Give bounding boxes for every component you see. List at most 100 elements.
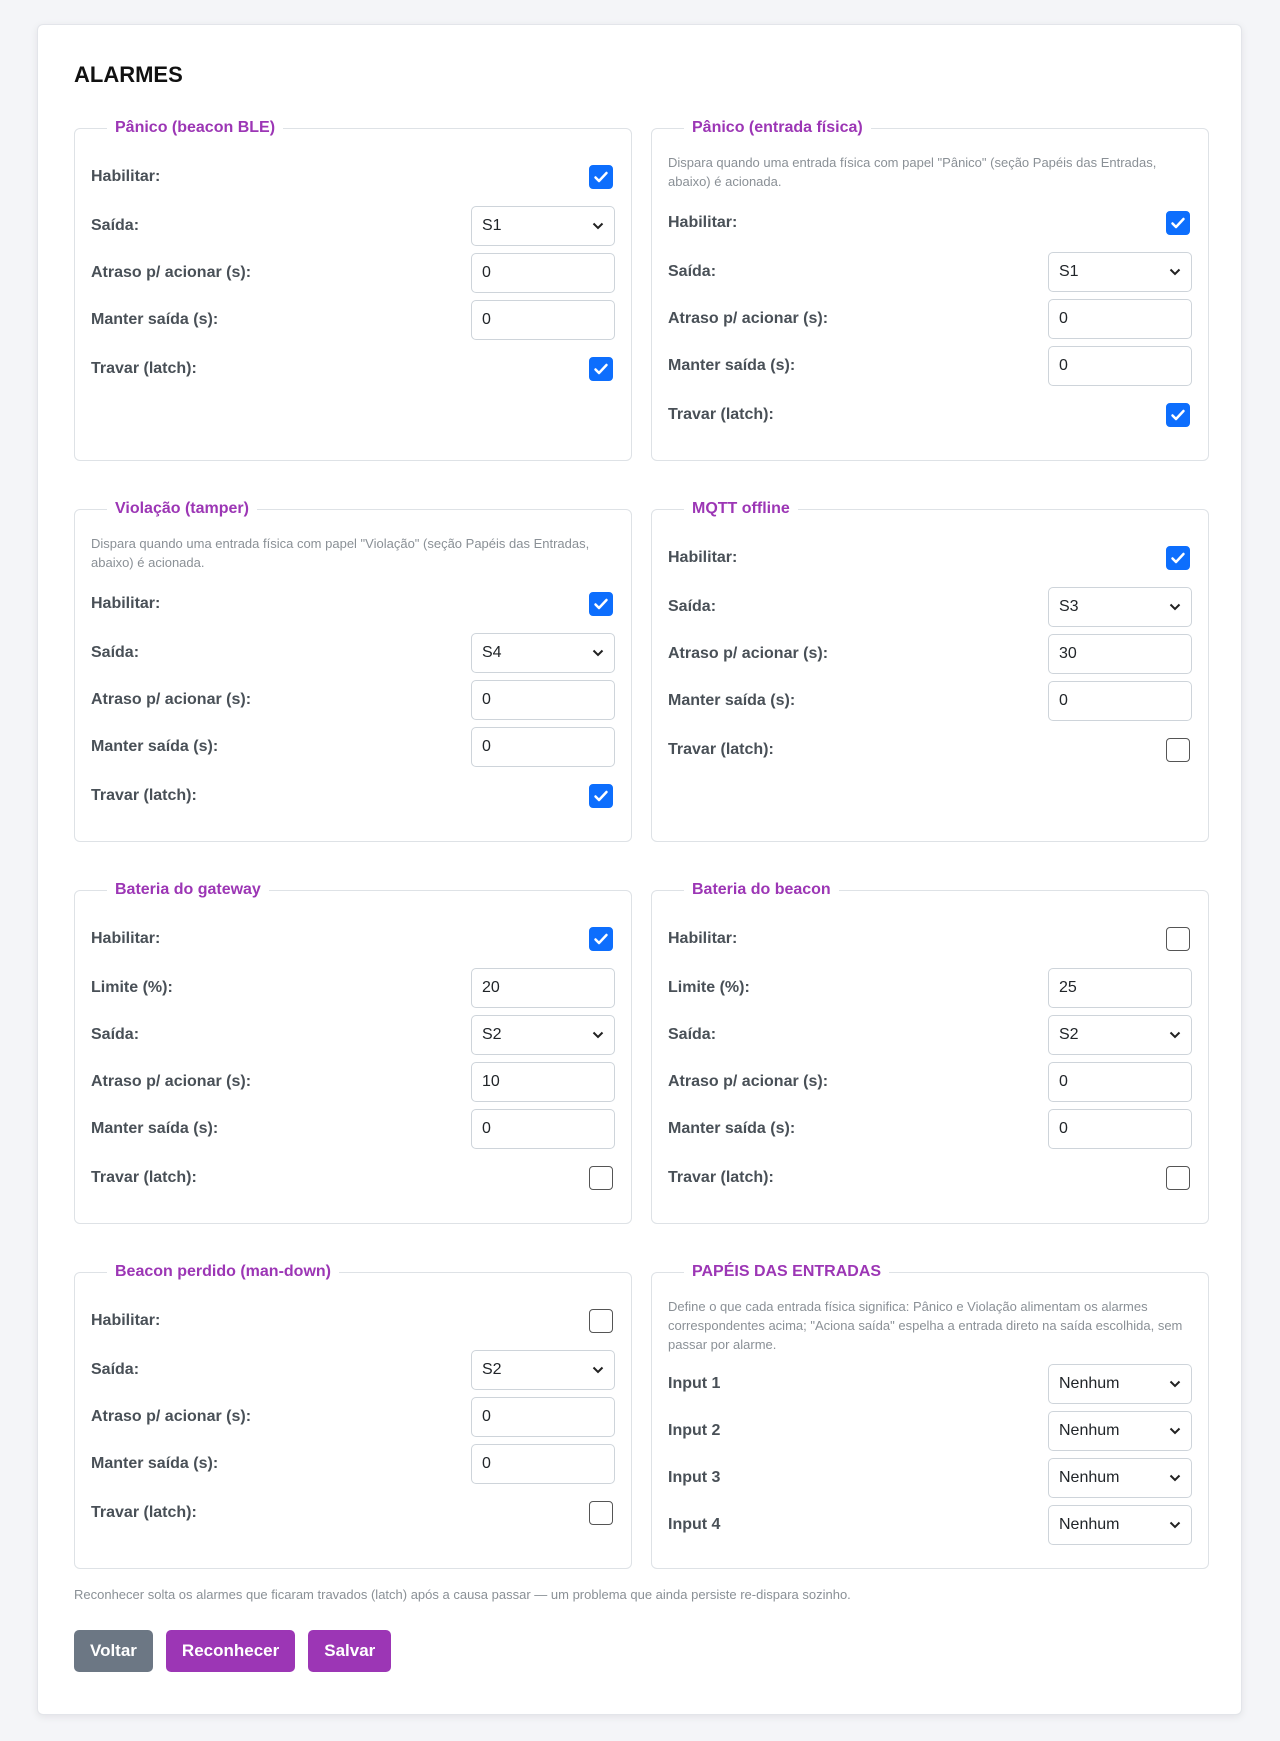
select-value: Nenhum (1059, 1468, 1120, 1486)
field-label: Limite (%): (91, 978, 173, 996)
field-label: Travar (latch): (91, 786, 197, 804)
input-value: 0 (1059, 1119, 1068, 1137)
text-input[interactable]: 0 (471, 726, 615, 767)
checkbox[interactable] (1166, 210, 1190, 235)
checkbox[interactable] (589, 1165, 613, 1190)
section: PAPÉIS DAS ENTRADAS Define o que cada ent… (651, 1263, 1209, 1569)
text-input[interactable]: 0 (471, 299, 615, 340)
text-input[interactable]: 0 (1048, 1108, 1192, 1149)
field-row: Saída: S1 (668, 248, 1192, 295)
text-input[interactable]: 10 (471, 1061, 615, 1102)
section: MQTT offline Habilitar: Saída: S3 Atraso p/ … (651, 500, 1209, 842)
field-label: Atraso p/ acionar (s): (91, 690, 252, 708)
text-input[interactable]: 0 (1048, 298, 1192, 339)
button[interactable]: Salvar (308, 1630, 392, 1672)
section: Beacon perdido (man-down) Habilitar: Saída… (74, 1263, 632, 1569)
select[interactable]: S2 (1048, 1014, 1192, 1055)
field-label: Habilitar: (91, 929, 161, 947)
select[interactable]: S1 (1048, 251, 1192, 292)
input-value: 10 (482, 1072, 500, 1090)
select-value: Nenhum (1059, 1374, 1120, 1392)
select[interactable]: S2 (471, 1349, 615, 1390)
text-input[interactable]: 25 (1048, 967, 1192, 1008)
text-input[interactable]: 30 (1048, 633, 1192, 674)
field-row: Saída: S1 (91, 202, 615, 249)
checkbox[interactable] (1166, 737, 1190, 762)
section-title: PAPÉIS DAS ENTRADAS (692, 1263, 882, 1280)
checkbox[interactable] (589, 926, 613, 951)
section: Pânico (entrada física) Dispara quando um… (651, 119, 1209, 461)
checkbox[interactable] (1166, 1165, 1190, 1190)
field-row: Manter saída (s): 0 (668, 677, 1192, 724)
select-value: S1 (482, 216, 502, 234)
checkbox[interactable] (589, 783, 613, 808)
text-input[interactable]: 0 (471, 1108, 615, 1149)
text-input[interactable]: 0 (1048, 1061, 1192, 1102)
page-title: ALARMES (74, 62, 183, 87)
section-title: Pânico (entrada física) (692, 119, 863, 136)
field-row: Travar (latch): (668, 1152, 1192, 1203)
checkbox[interactable] (1166, 402, 1190, 427)
section-title: MQTT offline (692, 500, 790, 517)
field-label: Input 1 (668, 1374, 721, 1392)
select-value: S2 (482, 1025, 502, 1043)
field-row: Travar (latch): (91, 770, 615, 821)
section: Bateria do beacon Habilitar: Limite (%): 25… (651, 881, 1209, 1224)
select-value: S2 (482, 1360, 502, 1378)
checkbox[interactable] (589, 1308, 613, 1333)
text-input[interactable]: 0 (471, 252, 615, 293)
field-label: Travar (latch): (668, 405, 774, 423)
select[interactable]: Nenhum (1048, 1410, 1192, 1451)
select[interactable]: S3 (1048, 586, 1192, 627)
field-label: Travar (latch): (91, 1168, 197, 1186)
button[interactable]: Voltar (74, 1630, 153, 1672)
select-value: S3 (1059, 597, 1079, 615)
field-label: Saída: (91, 1360, 140, 1378)
section-title: Bateria do beacon (692, 881, 831, 898)
field-row: Travar (latch): (668, 724, 1192, 775)
checkbox[interactable] (589, 591, 613, 616)
field-row: Manter saída (s): 0 (668, 1105, 1192, 1152)
field-row: Travar (latch): (91, 1152, 615, 1203)
field-row: Atraso p/ acionar (s): 0 (91, 676, 615, 723)
field-label: Travar (latch): (91, 359, 197, 377)
field-label: Input 4 (668, 1515, 721, 1533)
sections: Pânico (beacon BLE) Habilitar: Saída: S1 Atr… (74, 119, 1209, 1569)
field-label: Habilitar: (91, 1311, 161, 1329)
select-value: Nenhum (1059, 1515, 1120, 1533)
checkbox[interactable] (589, 164, 613, 189)
buttons: Voltar Reconhecer Salvar (74, 1630, 1205, 1672)
select[interactable]: S1 (471, 205, 615, 246)
field-row: Atraso p/ acionar (s): 10 (91, 1058, 615, 1105)
select[interactable]: S2 (471, 1014, 615, 1055)
field-label: Habilitar: (91, 594, 161, 612)
button[interactable]: Reconhecer (165, 1630, 296, 1672)
select[interactable]: S4 (471, 632, 615, 673)
field-label: Habilitar: (668, 929, 738, 947)
text-input[interactable]: 0 (1048, 680, 1192, 721)
text-input[interactable]: 20 (471, 967, 615, 1008)
input-value: 20 (482, 978, 500, 996)
input-value: 0 (482, 737, 491, 755)
text-input[interactable]: 0 (471, 679, 615, 720)
field-row: Input 4 Nenhum (668, 1501, 1192, 1548)
select[interactable]: Nenhum (1048, 1504, 1192, 1545)
select[interactable]: Nenhum (1048, 1457, 1192, 1498)
text-input[interactable]: 0 (471, 1396, 615, 1437)
checkbox[interactable] (1166, 926, 1190, 951)
select-value: S4 (482, 643, 502, 661)
text-input[interactable]: 0 (471, 1443, 615, 1484)
checkbox[interactable] (589, 1500, 613, 1525)
footnote: Reconhecer solta os alarmes que ficaram … (74, 1587, 851, 1602)
field-row: Saída: S2 (91, 1346, 615, 1393)
select[interactable]: Nenhum (1048, 1363, 1192, 1404)
checkbox[interactable] (1166, 545, 1190, 570)
field-label: Travar (latch): (668, 1168, 774, 1186)
text-input[interactable]: 0 (1048, 345, 1192, 386)
input-value: 30 (1059, 644, 1077, 662)
input-value: 0 (1059, 356, 1068, 374)
field-label: Manter saída (s): (91, 310, 219, 328)
checkbox[interactable] (589, 356, 613, 381)
field-label: Atraso p/ acionar (s): (91, 263, 252, 281)
